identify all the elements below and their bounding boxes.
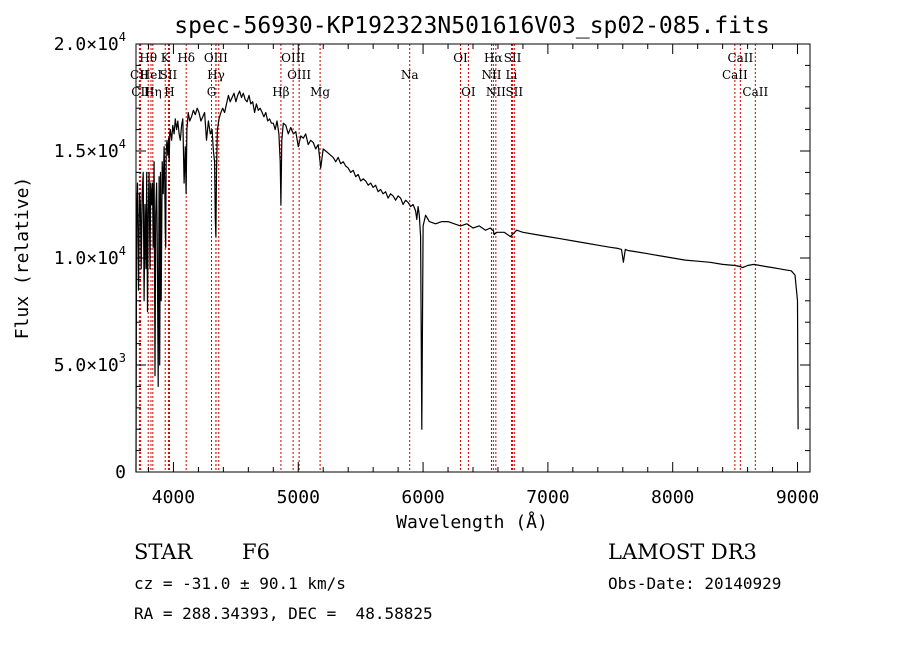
object-subclass: F6	[242, 540, 270, 564]
line-label-Li: Li	[506, 68, 518, 82]
spectrum-line	[135, 90, 799, 473]
y-tick-mantissa: 0	[115, 462, 126, 483]
x-axis-label: Wavelength (Å)	[396, 511, 548, 533]
line-label-CaII-b: CaII	[727, 51, 753, 65]
y-tick-exponent: 4	[119, 244, 126, 258]
line-label-Mg: Mg	[310, 85, 330, 99]
line-label-Htheta: Hθ	[139, 51, 157, 65]
line-label-Hbeta: Hβ	[272, 85, 289, 99]
y-tick-mantissa: 1.0×10	[54, 248, 119, 269]
y-axis-label: Flux (relative)	[12, 177, 33, 340]
x-tick-label: 6000	[401, 487, 444, 508]
line-label-NII-b: NII	[486, 85, 506, 99]
line-label-HeI: HeI	[140, 68, 163, 82]
y-tick-mantissa: 5.0×10	[54, 355, 119, 376]
x-tick-label: 9000	[776, 487, 819, 508]
line-label-SII-c: SII	[505, 85, 523, 99]
line-label-OI-b: OI	[461, 85, 476, 99]
y-tick-label: 1.5×104	[54, 137, 126, 162]
object-type: STAR	[134, 540, 193, 564]
x-tick-label: 4000	[152, 487, 195, 508]
y-tick-exponent: 3	[119, 351, 126, 365]
line-label-CaII-c: CaII	[742, 85, 768, 99]
x-tick-label: 5000	[277, 487, 320, 508]
chart-title: spec-56930-KP192323N501616V03_sp02-085.f…	[174, 13, 769, 39]
line-label-OIII-a: OIII	[204, 51, 228, 65]
survey-name: LAMOST DR3	[608, 540, 757, 564]
y-tick-label: 2.0×104	[54, 30, 126, 55]
line-label-CaII-a: CaII	[722, 68, 748, 82]
line-label-OIII-c: OIII	[281, 51, 305, 65]
y-tick-label: 5.0×103	[54, 351, 126, 376]
x-axis-ticks: 4000 5000 6000 7000 8000 9000	[147, 44, 819, 508]
y-tick-exponent: 4	[119, 30, 126, 44]
line-label-OIII-d: OIII	[287, 68, 311, 82]
line-label-Heta: Hη	[144, 85, 162, 99]
x-tick-label: 7000	[526, 487, 569, 508]
line-label-Hdelta: Hδ	[177, 51, 195, 65]
line-label-SII-b: SII	[504, 51, 522, 65]
emission-line-markers	[138, 44, 756, 472]
y-tick-exponent: 4	[119, 137, 126, 151]
y-tick-mantissa: 1.5×10	[54, 141, 119, 162]
line-label-H: H	[164, 85, 174, 99]
line-label-K: K	[161, 51, 171, 65]
redshift-info: cz = -31.0 ± 90.1 km/s	[134, 574, 346, 593]
line-label-CII-a: CII	[130, 68, 149, 82]
line-label-NII-a: NII	[481, 68, 501, 82]
plot-frame	[135, 43, 811, 473]
y-tick-label: 0	[115, 462, 126, 483]
line-label-OI-a: OI	[453, 51, 468, 65]
y-tick-mantissa: 2.0×10	[54, 34, 119, 55]
line-label-Hgamma: Hγ	[207, 68, 225, 82]
observation-date: Obs-Date: 20140929	[608, 574, 781, 593]
y-tick-label: 1.0×104	[54, 244, 126, 269]
x-tick-label: 8000	[651, 487, 694, 508]
line-label-Na: Na	[401, 68, 419, 82]
coordinates: RA = 288.34393, DEC = 48.58825	[134, 604, 433, 623]
line-label-SII-a: SII	[160, 68, 178, 82]
line-label-G: G	[207, 85, 217, 99]
line-label-Halpha: Hα	[484, 51, 503, 65]
